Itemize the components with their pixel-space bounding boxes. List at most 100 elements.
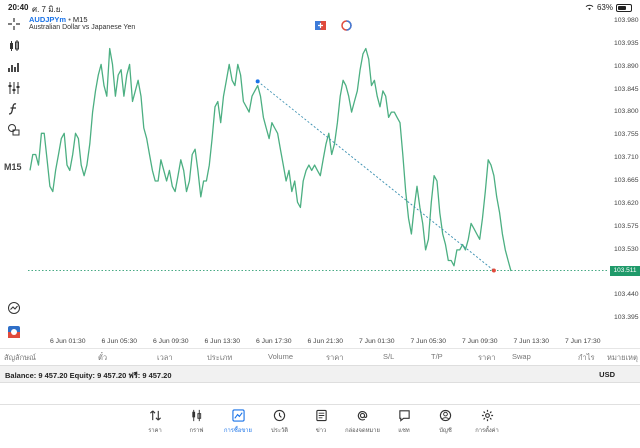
column-header[interactable]: ประเภท <box>207 353 233 362</box>
price-tick-label: 103.845 <box>614 85 639 93</box>
price-tick-label: 103.575 <box>614 222 639 230</box>
nav-label: บัญชี <box>439 428 452 434</box>
chart-symbol-row: AUDJPYm • M15 <box>29 15 88 24</box>
price-tick-label: 103.890 <box>614 62 639 70</box>
chart-type-tool[interactable] <box>5 38 23 54</box>
one-click-icon <box>314 20 326 30</box>
objects-tool[interactable] <box>5 80 23 96</box>
price-tick-label: 103.935 <box>614 39 639 47</box>
chart-canvas[interactable] <box>28 14 608 340</box>
one-click-trading-button[interactable] <box>314 20 326 30</box>
shapes-tool[interactable] <box>5 122 23 138</box>
nav-label: การซื้อขาย <box>224 428 252 434</box>
time-tick-label: 7 Jun 05:30 <box>410 338 447 345</box>
price-tick-label: 103.710 <box>614 154 639 162</box>
indicators-tool[interactable] <box>5 59 23 75</box>
analysis-tool[interactable] <box>5 300 23 316</box>
depth-of-market-button[interactable] <box>340 19 352 31</box>
news-icon <box>315 409 327 422</box>
nav-news[interactable]: ข่าว <box>303 409 339 435</box>
dom-icon <box>340 19 352 31</box>
price-tick-label: 103.665 <box>614 176 639 184</box>
nav-account[interactable]: บัญชี <box>428 409 464 435</box>
column-header[interactable]: สัญลักษณ์ <box>4 353 37 362</box>
broker-tool[interactable] <box>5 324 23 340</box>
chart-toolbar: M15 <box>0 14 28 340</box>
nav-label: การตั้งค่า <box>475 428 499 434</box>
quotes-icon <box>149 410 161 421</box>
nav-label: กราฟ <box>189 428 204 434</box>
column-header[interactable]: Volume <box>268 352 294 361</box>
time-tick-label: 7 Jun 09:30 <box>462 338 498 345</box>
price-scale: 103.980 103.935 103.890 103.845 103.800 103.7… <box>610 14 640 340</box>
status-date: ศ. 7 มิ.ย. <box>32 5 63 14</box>
column-header[interactable]: Swap <box>512 352 531 361</box>
time-tick-label: 7 Jun 01:30 <box>359 338 395 345</box>
nav-history[interactable]: ประวัติ <box>262 409 298 435</box>
chart-icon <box>192 409 202 422</box>
candles-icon <box>10 40 19 51</box>
positions-table-header: สัญลักษณ์ ตั๋ว เวลา ประเภท Volume ราคา S/L T/P ร… <box>0 348 640 363</box>
timeframe-button[interactable]: M15 <box>4 162 22 172</box>
chart-symbol: AUDJPYm <box>29 15 67 24</box>
history-icon <box>273 409 286 422</box>
nav-quotes[interactable]: ราคา <box>137 409 173 435</box>
wifi-icon <box>585 4 594 11</box>
nav-mailbox[interactable]: กล่องจดหมาย <box>345 409 381 435</box>
nav-chart[interactable]: กราฟ <box>179 409 215 435</box>
nav-label: กล่องจดหมาย <box>345 428 380 434</box>
symbol-separator: • <box>68 15 71 24</box>
trade-icon <box>231 409 245 422</box>
column-header[interactable]: กำไร <box>578 353 595 362</box>
price-tick-label: 103.440 <box>614 291 639 299</box>
crosshair-icon <box>8 18 20 30</box>
column-header[interactable]: หมายเหตุ <box>607 353 638 362</box>
status-time: 20:40 <box>8 3 29 12</box>
time-tick-label: 6 Jun 01:30 <box>50 338 86 345</box>
sliders-icon <box>8 82 20 94</box>
nav-trade[interactable]: การซื้อขาย <box>220 409 256 435</box>
column-header[interactable]: T/P <box>431 352 443 361</box>
time-tick-label: 6 Jun 17:30 <box>256 338 292 345</box>
balance-summary: Balance: 9 457.20 Equity: 9 457.20 ฟรี: … <box>5 371 172 380</box>
trend-line-start-point <box>255 79 260 84</box>
time-tick-label: 6 Jun 05:30 <box>101 338 138 345</box>
crosshair-tool[interactable] <box>5 16 23 32</box>
chart-timeframe: M15 <box>72 15 88 24</box>
account-currency: USD <box>599 370 615 379</box>
column-header[interactable]: ราคา <box>326 353 344 362</box>
settings-icon <box>481 409 493 422</box>
battery-percent: 63% <box>596 3 613 12</box>
time-tick-label: 6 Jun 13:30 <box>204 338 241 345</box>
balance-bar: Balance: 9 457.20 Equity: 9 457.20 ฟรี: … <box>0 365 640 383</box>
price-tick-label: 103.395 <box>614 314 639 322</box>
mailbox-icon <box>357 411 368 421</box>
battery-icon <box>616 3 632 12</box>
status-bar: 20:40 ศ. 7 มิ.ย. 63% <box>0 0 640 14</box>
nav-chat[interactable]: แชท <box>386 409 422 435</box>
status-right: 63% <box>585 3 632 12</box>
column-header[interactable]: S/L <box>383 352 395 361</box>
analysis-icon <box>8 302 20 314</box>
price-tick-label: 103.755 <box>614 131 639 139</box>
nav-settings[interactable]: การตั้งค่า <box>469 409 505 435</box>
time-tick-label: 7 Jun 13:30 <box>513 338 550 345</box>
trend-line-end-point <box>491 268 496 273</box>
chart-symbol-description: Australian Dollar vs Japanese Yen <box>29 24 136 31</box>
nav-label: ราคา <box>148 428 162 434</box>
account-icon <box>439 409 452 422</box>
shapes-icon <box>8 124 20 136</box>
time-tick-label: 7 Jun 17:30 <box>565 338 601 345</box>
broker-logo-icon <box>8 326 20 338</box>
chat-icon <box>398 410 410 422</box>
nav-label: ประวัติ <box>271 428 288 434</box>
column-header[interactable]: เวลา <box>157 353 173 362</box>
column-header[interactable]: ราคา <box>478 353 496 362</box>
price-chart[interactable] <box>28 14 608 340</box>
function-tool[interactable] <box>5 101 23 117</box>
function-icon <box>8 103 17 115</box>
price-series-line <box>29 47 512 272</box>
column-header[interactable]: ตั๋ว <box>98 353 108 362</box>
bar-chart-icon <box>8 63 19 72</box>
current-price-tag: 103.511 <box>610 265 640 276</box>
